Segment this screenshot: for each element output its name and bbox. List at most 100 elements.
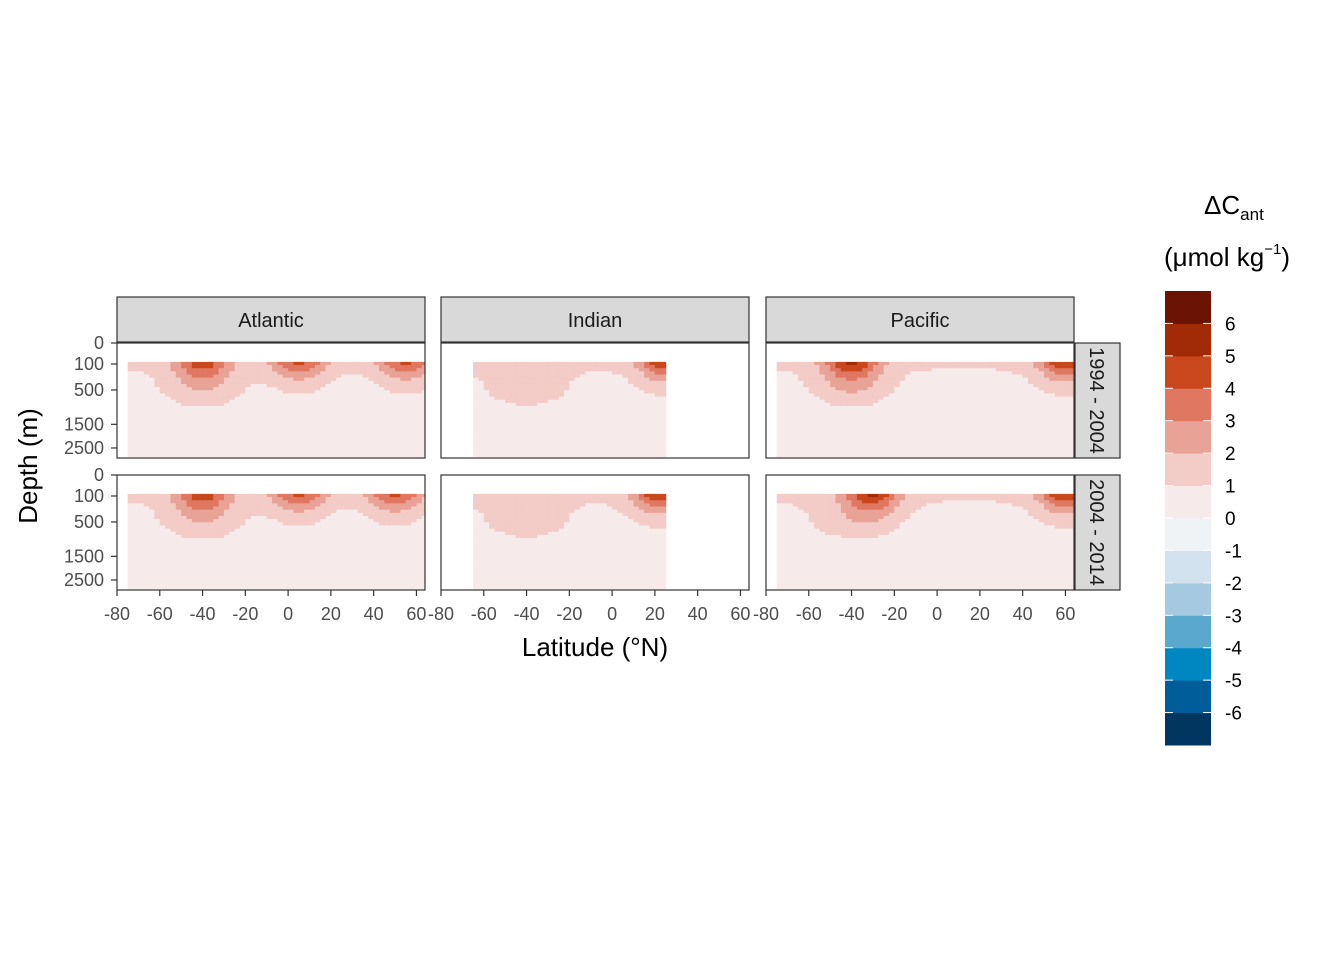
contour-cell	[389, 405, 396, 410]
contour-cell	[782, 443, 788, 448]
contour-cell	[574, 418, 581, 423]
contour-cell	[352, 365, 359, 369]
contour-cell	[223, 374, 230, 379]
contour-cell	[239, 415, 246, 420]
contour-cell	[304, 368, 311, 372]
contour-cell	[654, 387, 661, 391]
contour-cell	[175, 453, 182, 457]
contour-cell	[494, 421, 501, 426]
contour-cell	[1065, 365, 1072, 369]
contour-cell	[352, 415, 359, 420]
contour-cell	[346, 361, 353, 366]
contour-cell	[314, 443, 321, 448]
contour-cell	[277, 450, 284, 454]
contour-cell	[170, 572, 177, 577]
contour-cell	[782, 377, 788, 382]
contour-cell	[899, 393, 906, 398]
contour-cell	[191, 522, 198, 526]
contour-cell	[197, 493, 204, 498]
contour-cell	[931, 402, 938, 407]
contour-cell	[143, 374, 150, 379]
contour-cell	[1006, 428, 1013, 432]
contour-cell	[170, 541, 177, 545]
contour-cell	[138, 437, 145, 442]
contour-cell	[905, 440, 911, 445]
contour-cell	[792, 371, 799, 376]
contour-cell	[1017, 396, 1024, 401]
contour-cell	[494, 450, 501, 454]
contour-cell	[395, 405, 402, 410]
contour-cell	[159, 500, 166, 504]
contour-cell	[395, 387, 402, 391]
contour-cell	[824, 415, 831, 420]
contour-cell	[384, 437, 391, 442]
contour-cell	[894, 421, 901, 426]
contour-cell	[596, 434, 603, 439]
contour-cell	[314, 393, 321, 398]
contour-cell	[368, 374, 375, 379]
contour-cell	[1001, 424, 1008, 429]
contour-cell	[633, 377, 640, 382]
contour-cell	[143, 421, 150, 426]
contour-cell	[149, 387, 156, 391]
contour-cell	[197, 446, 204, 451]
contour-cell	[133, 525, 139, 530]
contour-cell	[574, 383, 581, 388]
contour-cell	[617, 380, 624, 385]
contour-cell	[1022, 377, 1029, 382]
contour-cell	[574, 421, 581, 426]
contour-cell	[149, 437, 156, 442]
contour-cell	[494, 365, 501, 369]
contour-cell	[1070, 399, 1074, 404]
contour-cell	[282, 374, 289, 379]
contour-cell	[921, 424, 928, 429]
contour-cell	[170, 405, 177, 410]
contour-cell	[894, 377, 901, 382]
contour-cell	[505, 437, 512, 442]
contour-cell	[229, 387, 236, 391]
contour-cell	[905, 371, 911, 376]
contour-cell	[553, 424, 560, 429]
contour-cell	[191, 528, 198, 533]
contour-cell	[819, 387, 826, 391]
contour-cell	[937, 361, 944, 366]
contour-cell	[197, 575, 204, 580]
contour-cell	[840, 387, 847, 391]
contour-cell	[181, 525, 188, 530]
contour-cell	[814, 421, 821, 426]
contour-cell	[405, 402, 412, 407]
contour-cell	[314, 374, 321, 379]
contour-cell	[531, 434, 538, 439]
contour-cell	[330, 396, 337, 401]
contour-cell	[191, 383, 198, 388]
contour-cell	[660, 380, 667, 385]
contour-cell	[181, 380, 188, 385]
contour-cell	[862, 393, 869, 398]
contour-cell	[888, 450, 895, 454]
contour-cell	[473, 434, 480, 439]
contour-cell	[1011, 380, 1018, 385]
contour-cell	[239, 387, 246, 391]
contour-cell	[213, 544, 220, 549]
contour-cell	[314, 428, 321, 432]
contour-cell	[218, 368, 225, 372]
contour-cell	[170, 390, 177, 394]
contour-cell	[596, 368, 603, 372]
contour-cell	[362, 431, 369, 435]
contour-cell	[606, 361, 613, 366]
contour-cell	[574, 405, 581, 410]
contour-cell	[207, 563, 214, 567]
contour-cell	[947, 361, 954, 366]
contour-cell	[888, 418, 895, 423]
contour-cell	[346, 421, 353, 426]
contour-cell	[883, 405, 890, 410]
contour-cell	[628, 402, 635, 407]
contour-cell	[612, 390, 619, 394]
contour-cell	[218, 497, 225, 501]
contour-cell	[808, 434, 815, 439]
contour-cell	[421, 405, 425, 410]
contour-cell	[373, 393, 380, 398]
contour-cell	[266, 440, 273, 445]
contour-cell	[1070, 365, 1074, 369]
contour-cell	[336, 365, 343, 369]
